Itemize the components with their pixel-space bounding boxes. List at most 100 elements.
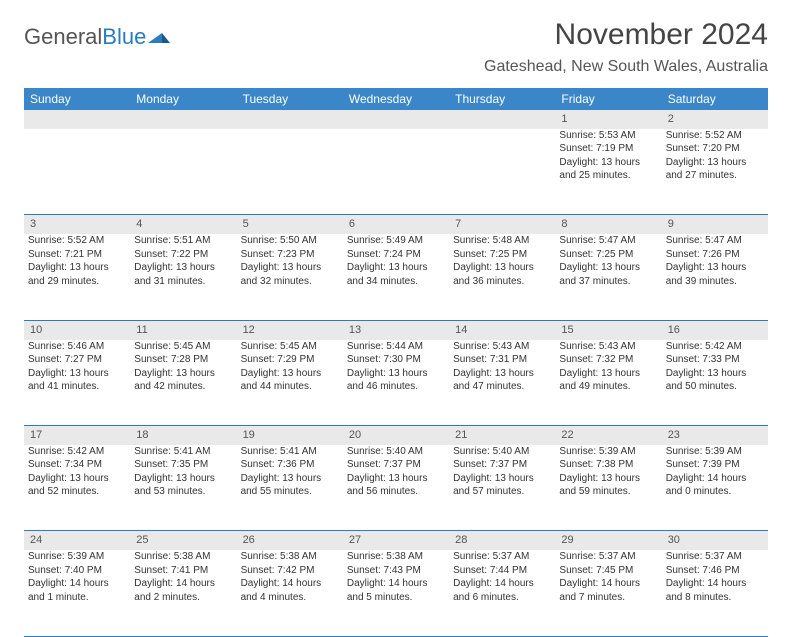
- day-number-row: 12: [24, 110, 768, 129]
- sunrise-text: Sunrise: 5:40 AM: [453, 445, 551, 459]
- day-number: 8: [555, 215, 661, 234]
- daylight-text: Daylight: 13 hours and 53 minutes.: [134, 472, 232, 499]
- sunset-text: Sunset: 7:44 PM: [453, 564, 551, 578]
- day-cell: Sunrise: 5:45 AMSunset: 7:29 PMDaylight:…: [237, 340, 343, 426]
- daylight-text: Daylight: 13 hours and 47 minutes.: [453, 367, 551, 394]
- title-block: November 2024 Gateshead, New South Wales…: [484, 18, 768, 84]
- weekday-header: Friday: [555, 88, 661, 110]
- day-cell: Sunrise: 5:40 AMSunset: 7:37 PMDaylight:…: [449, 445, 555, 531]
- day-number-row: 10111213141516: [24, 320, 768, 339]
- sunrise-text: Sunrise: 5:53 AM: [559, 129, 657, 143]
- day-number: 21: [449, 426, 555, 445]
- day-number: 13: [343, 320, 449, 339]
- sunset-text: Sunset: 7:22 PM: [134, 248, 232, 262]
- sunrise-text: Sunrise: 5:39 AM: [28, 550, 126, 564]
- day-number: 19: [237, 426, 343, 445]
- weekday-header: Monday: [130, 88, 236, 110]
- day-number: 6: [343, 215, 449, 234]
- daylight-text: Daylight: 13 hours and 29 minutes.: [28, 261, 126, 288]
- sunset-text: Sunset: 7:31 PM: [453, 353, 551, 367]
- weekday-header: Sunday: [24, 88, 130, 110]
- day-cell: Sunrise: 5:42 AMSunset: 7:34 PMDaylight:…: [24, 445, 130, 531]
- sunset-text: Sunset: 7:27 PM: [28, 353, 126, 367]
- day-cell: Sunrise: 5:52 AMSunset: 7:20 PMDaylight:…: [662, 129, 768, 215]
- daylight-text: Daylight: 14 hours and 0 minutes.: [666, 472, 764, 499]
- sunset-text: Sunset: 7:25 PM: [559, 248, 657, 262]
- day-cell: Sunrise: 5:53 AMSunset: 7:19 PMDaylight:…: [555, 129, 661, 215]
- day-cell: Sunrise: 5:38 AMSunset: 7:43 PMDaylight:…: [343, 550, 449, 636]
- sunrise-text: Sunrise: 5:48 AM: [453, 234, 551, 248]
- day-number: 17: [24, 426, 130, 445]
- day-number: 14: [449, 320, 555, 339]
- weekday-header: Saturday: [662, 88, 768, 110]
- sunrise-text: Sunrise: 5:51 AM: [134, 234, 232, 248]
- day-cell: Sunrise: 5:43 AMSunset: 7:31 PMDaylight:…: [449, 340, 555, 426]
- daylight-text: Daylight: 14 hours and 1 minute.: [28, 577, 126, 604]
- daylight-text: Daylight: 14 hours and 2 minutes.: [134, 577, 232, 604]
- sunset-text: Sunset: 7:40 PM: [28, 564, 126, 578]
- sunrise-text: Sunrise: 5:39 AM: [559, 445, 657, 459]
- day-number: 18: [130, 426, 236, 445]
- day-cell: Sunrise: 5:38 AMSunset: 7:41 PMDaylight:…: [130, 550, 236, 636]
- sunrise-text: Sunrise: 5:38 AM: [241, 550, 339, 564]
- day-cell: Sunrise: 5:49 AMSunset: 7:24 PMDaylight:…: [343, 234, 449, 320]
- day-number: 23: [662, 426, 768, 445]
- day-number: 4: [130, 215, 236, 234]
- sunset-text: Sunset: 7:46 PM: [666, 564, 764, 578]
- day-content-row: Sunrise: 5:39 AMSunset: 7:40 PMDaylight:…: [24, 550, 768, 636]
- calendar-table: SundayMondayTuesdayWednesdayThursdayFrid…: [24, 88, 768, 637]
- logo: GeneralBlue: [24, 18, 170, 50]
- header: GeneralBlue November 2024 Gateshead, New…: [24, 18, 768, 84]
- daylight-text: Daylight: 14 hours and 8 minutes.: [666, 577, 764, 604]
- day-content-row: Sunrise: 5:42 AMSunset: 7:34 PMDaylight:…: [24, 445, 768, 531]
- sunrise-text: Sunrise: 5:42 AM: [28, 445, 126, 459]
- day-number: 9: [662, 215, 768, 234]
- sunset-text: Sunset: 7:43 PM: [347, 564, 445, 578]
- day-number: 15: [555, 320, 661, 339]
- daylight-text: Daylight: 13 hours and 57 minutes.: [453, 472, 551, 499]
- day-cell: Sunrise: 5:42 AMSunset: 7:33 PMDaylight:…: [662, 340, 768, 426]
- day-number: 12: [237, 320, 343, 339]
- day-number: [130, 110, 236, 129]
- day-number: 27: [343, 531, 449, 550]
- day-number: 29: [555, 531, 661, 550]
- sunset-text: Sunset: 7:21 PM: [28, 248, 126, 262]
- daylight-text: Daylight: 13 hours and 49 minutes.: [559, 367, 657, 394]
- day-cell: Sunrise: 5:46 AMSunset: 7:27 PMDaylight:…: [24, 340, 130, 426]
- daylight-text: Daylight: 13 hours and 41 minutes.: [28, 367, 126, 394]
- sunset-text: Sunset: 7:20 PM: [666, 142, 764, 156]
- day-cell: [449, 129, 555, 215]
- daylight-text: Daylight: 13 hours and 37 minutes.: [559, 261, 657, 288]
- daylight-text: Daylight: 13 hours and 52 minutes.: [28, 472, 126, 499]
- sunset-text: Sunset: 7:45 PM: [559, 564, 657, 578]
- daylight-text: Daylight: 13 hours and 50 minutes.: [666, 367, 764, 394]
- day-number: 11: [130, 320, 236, 339]
- daylight-text: Daylight: 13 hours and 56 minutes.: [347, 472, 445, 499]
- day-number: 25: [130, 531, 236, 550]
- sunset-text: Sunset: 7:37 PM: [453, 458, 551, 472]
- sunset-text: Sunset: 7:38 PM: [559, 458, 657, 472]
- day-cell: Sunrise: 5:39 AMSunset: 7:38 PMDaylight:…: [555, 445, 661, 531]
- sunrise-text: Sunrise: 5:44 AM: [347, 340, 445, 354]
- sunrise-text: Sunrise: 5:37 AM: [559, 550, 657, 564]
- day-cell: Sunrise: 5:41 AMSunset: 7:35 PMDaylight:…: [130, 445, 236, 531]
- day-number: 20: [343, 426, 449, 445]
- sunset-text: Sunset: 7:32 PM: [559, 353, 657, 367]
- day-number: 7: [449, 215, 555, 234]
- sunset-text: Sunset: 7:35 PM: [134, 458, 232, 472]
- daylight-text: Daylight: 13 hours and 32 minutes.: [241, 261, 339, 288]
- sunset-text: Sunset: 7:25 PM: [453, 248, 551, 262]
- day-number: [237, 110, 343, 129]
- logo-text-2: Blue: [102, 24, 146, 50]
- sunrise-text: Sunrise: 5:49 AM: [347, 234, 445, 248]
- month-title: November 2024: [484, 18, 768, 52]
- day-cell: [237, 129, 343, 215]
- day-cell: Sunrise: 5:45 AMSunset: 7:28 PMDaylight:…: [130, 340, 236, 426]
- sunrise-text: Sunrise: 5:38 AM: [134, 550, 232, 564]
- sunset-text: Sunset: 7:39 PM: [666, 458, 764, 472]
- sunrise-text: Sunrise: 5:45 AM: [241, 340, 339, 354]
- daylight-text: Daylight: 13 hours and 55 minutes.: [241, 472, 339, 499]
- day-cell: Sunrise: 5:50 AMSunset: 7:23 PMDaylight:…: [237, 234, 343, 320]
- sunrise-text: Sunrise: 5:42 AM: [666, 340, 764, 354]
- daylight-text: Daylight: 14 hours and 5 minutes.: [347, 577, 445, 604]
